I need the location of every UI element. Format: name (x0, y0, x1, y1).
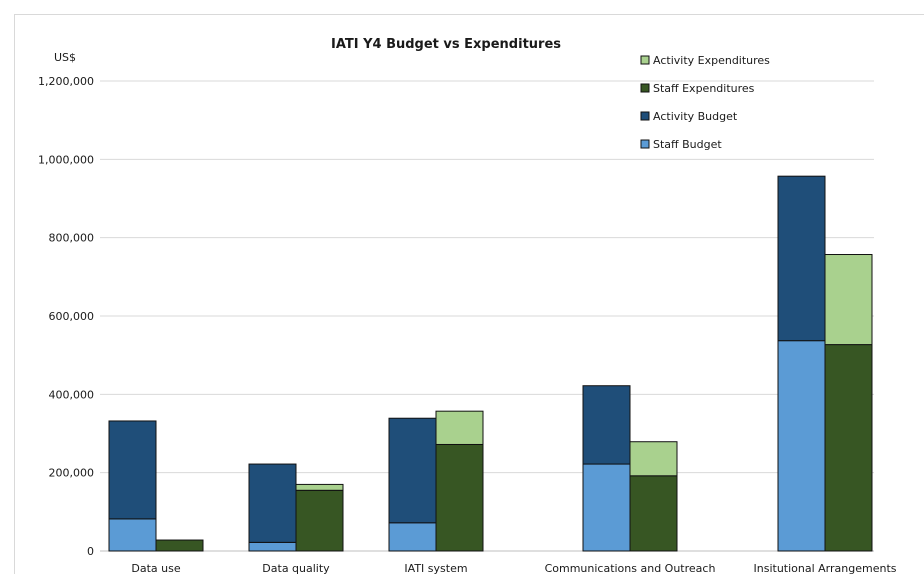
x-tick-label: IATI system (404, 562, 467, 575)
y-tick-label: 1,000,000 (38, 153, 94, 166)
legend-swatch (640, 139, 650, 149)
bars (108, 175, 873, 552)
chart-frame (14, 14, 924, 574)
x-tick-label: Data use (131, 562, 180, 575)
y-tick-label: 800,000 (49, 232, 95, 245)
y-axis-ticks: 0 200,000 400,000 600,000 800,000 1,000,000 1,… (38, 75, 94, 558)
x-tick-label: Communications and Outreach (545, 562, 716, 575)
y-axis-unit: US$ (54, 51, 76, 64)
bar-segment (248, 541, 297, 552)
legend-label: Staff Budget (653, 138, 722, 151)
legend-swatch (640, 83, 650, 93)
y-tick-label: 600,000 (49, 310, 95, 323)
legend-swatch (640, 55, 650, 65)
bar-segment (108, 420, 157, 520)
bar-segment (777, 340, 826, 552)
bar-segment (629, 475, 678, 552)
bar-segment (295, 489, 344, 552)
bar-segment (582, 385, 631, 465)
bar-segment (248, 463, 297, 543)
x-tick-label: Data quality (262, 562, 330, 575)
x-axis-ticks: Data use Data quality IATI system Communica… (131, 562, 896, 575)
y-tick-label: 1,200,000 (38, 75, 94, 88)
bar-segment (435, 443, 484, 552)
legend-label: Activity Budget (653, 110, 738, 123)
y-tick-label: 0 (87, 545, 94, 558)
bar-segment (629, 441, 678, 477)
y-tick-label: 400,000 (49, 388, 95, 401)
legend-label: Activity Expenditures (653, 54, 770, 67)
bar-segment (388, 522, 437, 552)
legend: Activity Expenditures Staff Expenditures A… (640, 54, 770, 151)
chart-title: IATI Y4 Budget vs Expenditures (331, 37, 561, 52)
legend-label: Staff Expenditures (653, 82, 755, 95)
x-tick-label: Insitutional Arrangements (754, 562, 897, 575)
bar-segment (155, 539, 204, 552)
bar-segment (295, 483, 344, 491)
bar-segment (435, 410, 484, 445)
bar-segment (388, 417, 437, 524)
gridlines (100, 80, 874, 552)
bar-segment (777, 175, 826, 342)
bar-segment (824, 344, 873, 552)
bar-segment (108, 518, 157, 552)
y-tick-label: 200,000 (49, 467, 95, 480)
legend-swatch (640, 111, 650, 121)
bar-segment (824, 254, 873, 346)
bar-segment (582, 463, 631, 552)
